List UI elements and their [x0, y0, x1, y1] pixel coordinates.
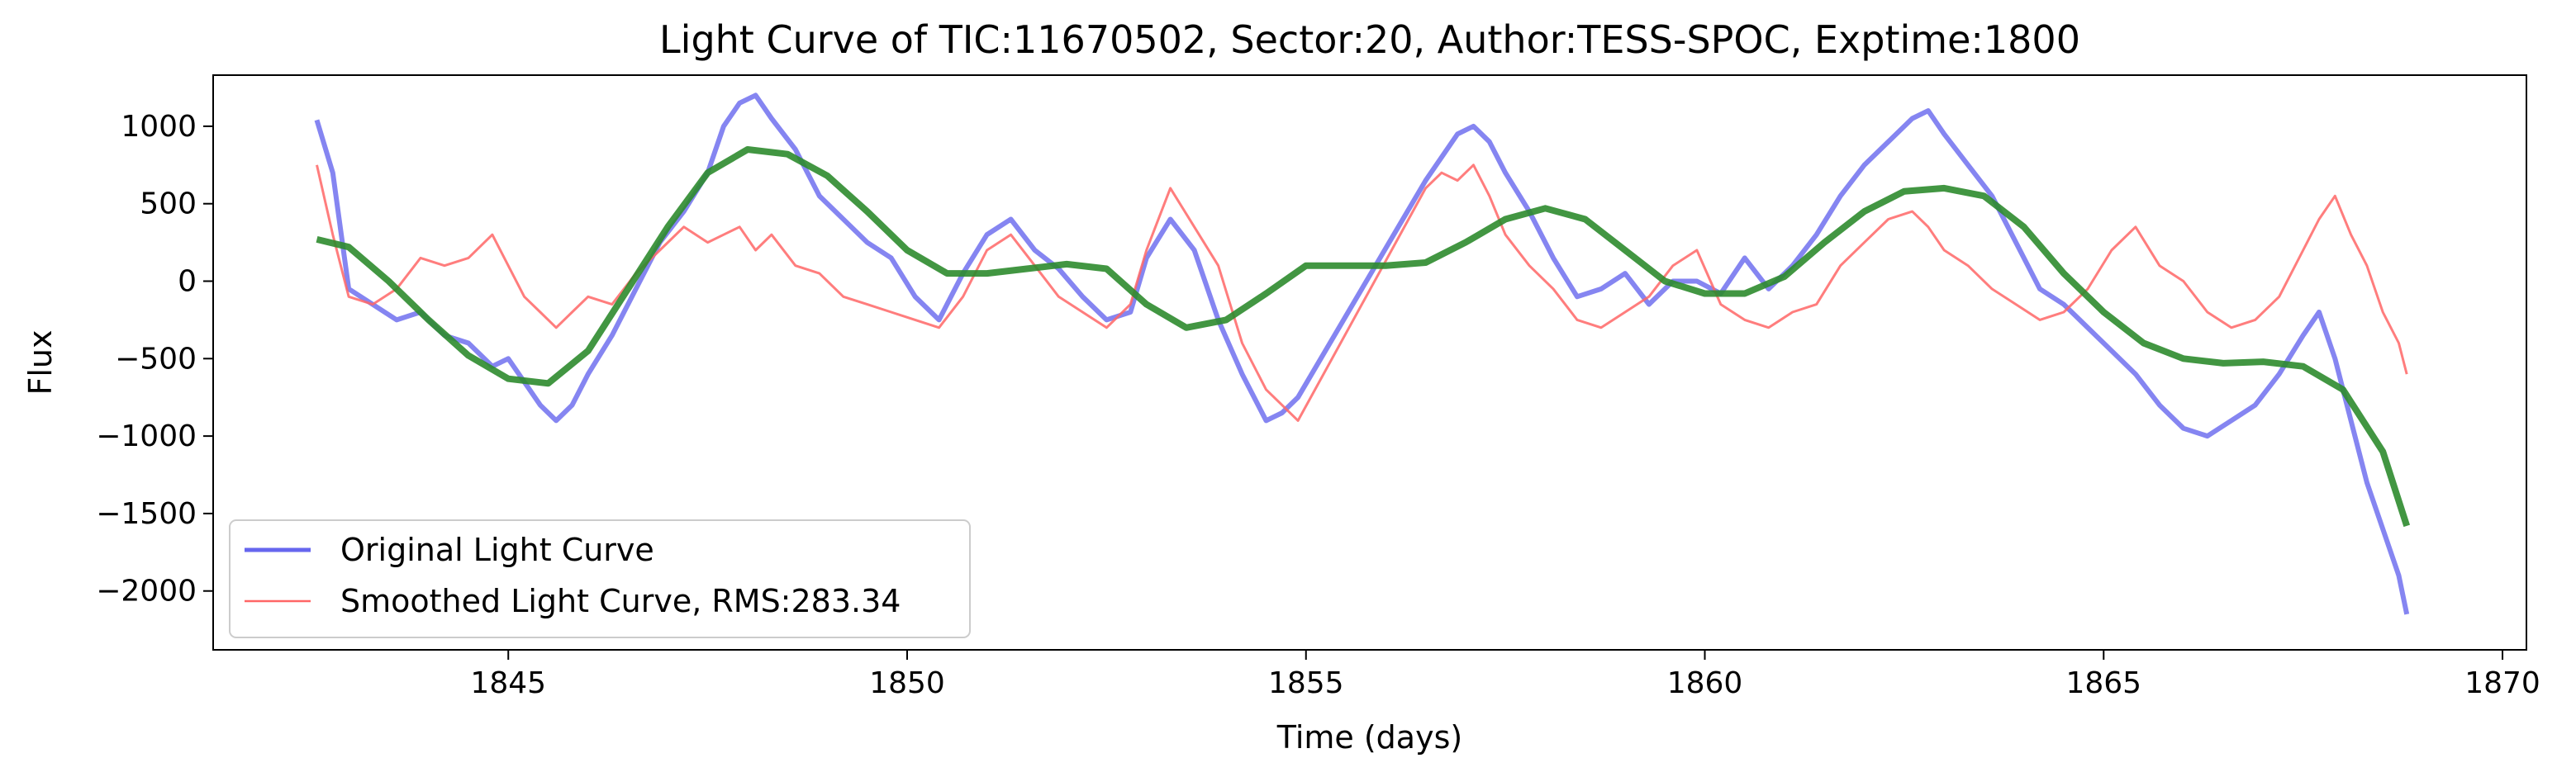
y-axis-label: Flux: [22, 330, 59, 396]
x-tick-label: 1855: [1268, 666, 1344, 700]
y-tick-label: −1500: [96, 497, 197, 531]
plot-area: [212, 74, 2527, 651]
x-tick-label: 1860: [1667, 666, 1743, 700]
axes-frame: [212, 74, 2527, 651]
y-tick-label: 1000: [121, 110, 197, 144]
legend-label-original: Original Light Curve: [340, 532, 654, 568]
y-tick-label: −2000: [96, 575, 197, 609]
series-line-original: [314, 92, 2410, 615]
x-axis-label: Time (days): [1276, 719, 1462, 756]
legend-box: [229, 519, 971, 638]
y-axis-ticks: 1000 500 0 −500 −1000 −1500 −2000: [96, 110, 213, 609]
legend-label-smoothed: Smoothed Light Curve, RMS:283.34: [340, 583, 901, 619]
chart-title: Light Curve of TIC:11670502, Sector:20, …: [659, 17, 2080, 62]
x-tick-label: 1870: [2464, 666, 2540, 700]
y-tick-label: 0: [178, 265, 197, 299]
x-tick-label: 1850: [869, 666, 945, 700]
y-tick-label: −500: [115, 342, 197, 376]
y-tick-label: −1000: [96, 419, 197, 453]
series-layer: [314, 92, 2411, 615]
x-tick-label: 1865: [2065, 666, 2141, 700]
x-tick-label: 1845: [470, 666, 546, 700]
series-line-smoothed: [316, 163, 2408, 422]
y-tick-label: 500: [140, 187, 197, 221]
series-line-trend: [316, 146, 2411, 528]
legend: Original Light Curve Smoothed Light Curv…: [229, 519, 971, 638]
x-axis-ticks: 1845 1850 1855 1860 1865 1870: [470, 650, 2540, 700]
